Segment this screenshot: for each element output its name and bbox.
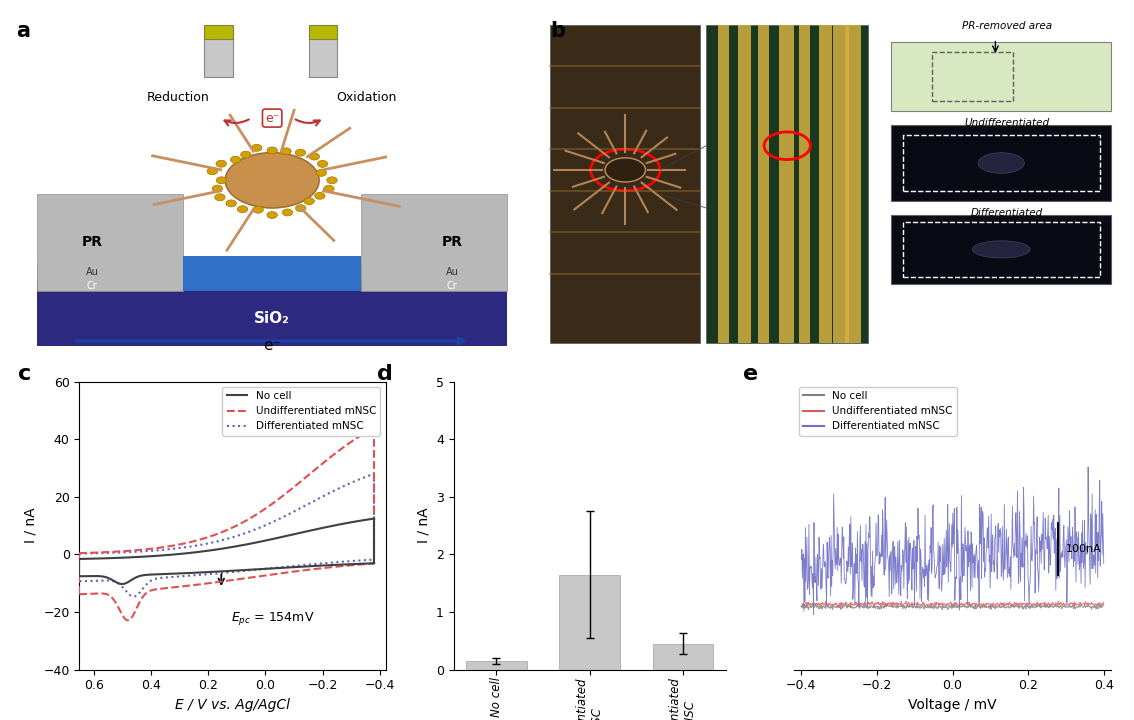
Bar <box>466 661 526 670</box>
Text: Differentiated: Differentiated <box>971 208 1043 218</box>
Text: e⁻: e⁻ <box>263 338 281 353</box>
Text: Au: Au <box>446 267 458 277</box>
Circle shape <box>282 209 293 216</box>
FancyBboxPatch shape <box>37 194 184 291</box>
Text: Undifferentiated: Undifferentiated <box>964 118 1050 128</box>
Circle shape <box>226 200 236 207</box>
Circle shape <box>606 158 645 182</box>
Circle shape <box>253 206 263 213</box>
Text: e⁻: e⁻ <box>265 112 279 125</box>
FancyBboxPatch shape <box>308 32 337 76</box>
FancyBboxPatch shape <box>706 24 869 343</box>
Text: PR: PR <box>82 235 103 250</box>
FancyBboxPatch shape <box>37 291 507 346</box>
Circle shape <box>316 169 327 176</box>
Circle shape <box>323 185 335 192</box>
Circle shape <box>295 149 306 156</box>
FancyBboxPatch shape <box>550 24 701 343</box>
Circle shape <box>212 185 222 192</box>
Circle shape <box>214 194 226 201</box>
Text: c: c <box>18 364 32 384</box>
FancyBboxPatch shape <box>798 24 810 343</box>
Y-axis label: I / nA: I / nA <box>416 508 430 544</box>
FancyBboxPatch shape <box>891 42 1111 111</box>
Text: $E_{pc}$ = 154mV: $E_{pc}$ = 154mV <box>231 610 314 626</box>
Circle shape <box>318 161 328 167</box>
X-axis label: E / V vs. Ag/AgCl: E / V vs. Ag/AgCl <box>175 698 290 712</box>
FancyBboxPatch shape <box>204 24 232 39</box>
Circle shape <box>230 156 240 163</box>
Circle shape <box>266 147 278 154</box>
FancyBboxPatch shape <box>718 24 729 343</box>
Circle shape <box>314 192 325 199</box>
FancyBboxPatch shape <box>204 32 232 76</box>
Circle shape <box>215 161 227 167</box>
Ellipse shape <box>972 240 1030 258</box>
FancyBboxPatch shape <box>779 24 794 343</box>
Circle shape <box>237 206 247 212</box>
FancyBboxPatch shape <box>833 24 849 343</box>
Circle shape <box>296 204 306 212</box>
Text: Cr: Cr <box>447 281 457 291</box>
FancyBboxPatch shape <box>361 194 507 291</box>
FancyBboxPatch shape <box>891 125 1111 201</box>
Circle shape <box>266 212 278 218</box>
Text: Oxidation: Oxidation <box>336 91 396 104</box>
Circle shape <box>217 177 227 184</box>
Text: e: e <box>743 364 759 384</box>
Circle shape <box>240 151 251 158</box>
X-axis label: Voltage / mV: Voltage / mV <box>908 698 997 712</box>
FancyBboxPatch shape <box>37 281 507 291</box>
Ellipse shape <box>978 153 1024 174</box>
FancyBboxPatch shape <box>340 264 507 281</box>
Text: Reduction: Reduction <box>147 91 210 104</box>
Ellipse shape <box>226 153 319 208</box>
Bar <box>559 575 620 670</box>
Bar <box>653 644 713 670</box>
Text: b: b <box>550 22 565 41</box>
FancyBboxPatch shape <box>308 24 337 39</box>
FancyBboxPatch shape <box>891 215 1111 284</box>
Text: d: d <box>378 364 393 384</box>
FancyBboxPatch shape <box>845 24 861 343</box>
Text: SiO₂: SiO₂ <box>254 311 290 326</box>
Text: Cr: Cr <box>87 281 98 291</box>
Y-axis label: I / nA: I / nA <box>24 508 37 544</box>
FancyBboxPatch shape <box>184 256 361 291</box>
Circle shape <box>208 168 218 175</box>
Circle shape <box>252 144 262 151</box>
Text: Au: Au <box>86 267 99 277</box>
Circle shape <box>281 148 291 155</box>
Text: PR-removed area: PR-removed area <box>962 22 1052 31</box>
Circle shape <box>310 153 320 160</box>
Legend: No cell, Undifferentiated mNSC, Differentiated mNSC: No cell, Undifferentiated mNSC, Differen… <box>799 387 957 436</box>
Circle shape <box>304 198 314 204</box>
FancyBboxPatch shape <box>738 24 751 343</box>
Text: PR: PR <box>441 235 463 250</box>
Circle shape <box>327 177 337 184</box>
FancyBboxPatch shape <box>819 24 831 343</box>
Legend: No cell, Undifferentiated mNSC, Differentiated mNSC: No cell, Undifferentiated mNSC, Differen… <box>222 387 380 436</box>
Text: a: a <box>17 22 31 41</box>
Text: 100nA: 100nA <box>1066 544 1102 554</box>
FancyBboxPatch shape <box>759 24 769 343</box>
FancyBboxPatch shape <box>37 264 204 281</box>
